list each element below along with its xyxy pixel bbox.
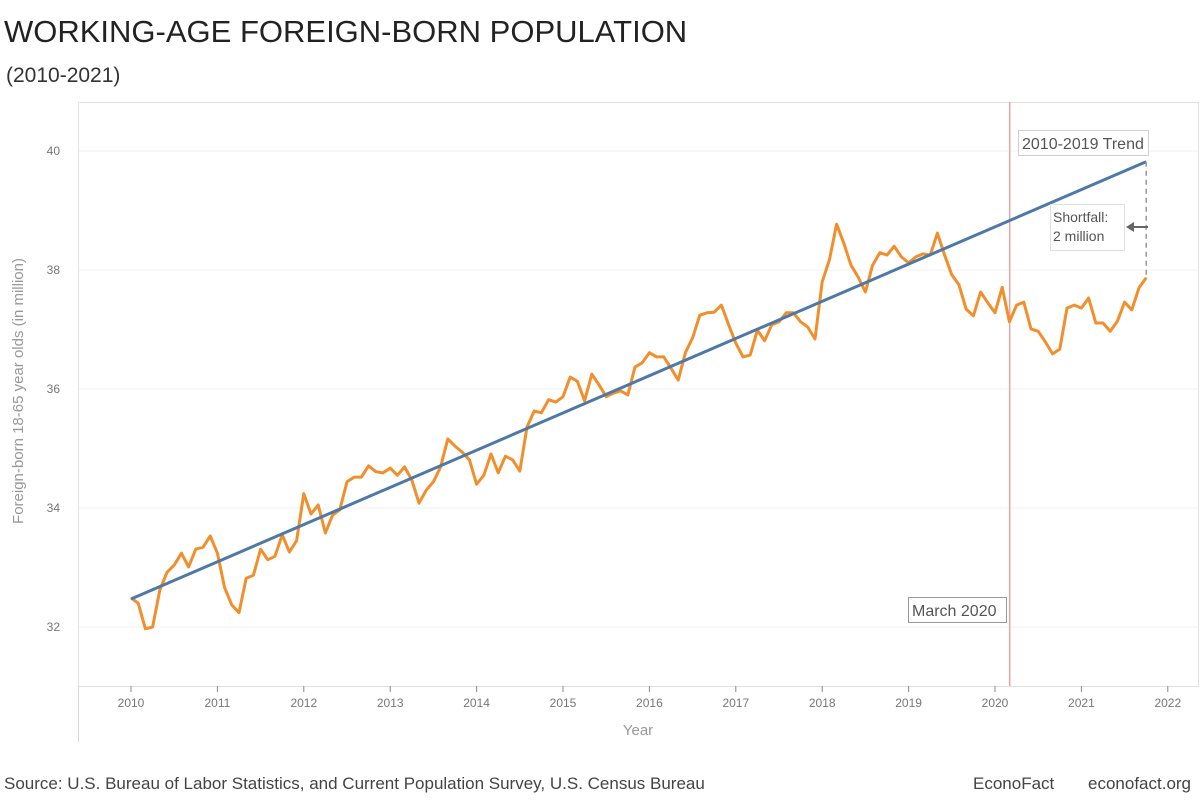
plot-border (78, 102, 1199, 687)
y-tick-label: 32 (47, 620, 61, 634)
shortfall-label-line2: 2 million (1053, 228, 1104, 244)
arrow-left-icon (1126, 222, 1148, 232)
x-axis-label: Year (623, 722, 653, 739)
y-axis-label: Foreign-born 18-65 year olds (in million… (10, 258, 27, 524)
y-tick-label: 34 (47, 501, 61, 515)
y-tick-label: 36 (47, 382, 61, 396)
source-note: Source: U.S. Bureau of Labor Statistics,… (4, 774, 705, 793)
x-tick-label: 2015 (550, 696, 577, 710)
x-tick-label: 2011 (204, 696, 230, 710)
page-subtitle: (2010-2021) (6, 64, 121, 87)
x-tick-label: 2017 (722, 696, 749, 710)
x-tick-label: 2010 (118, 696, 145, 710)
x-tick-label: 2019 (895, 696, 922, 710)
march-label-box (908, 597, 1007, 623)
x-tick-label: 2014 (463, 696, 490, 710)
trend-label-box (1018, 130, 1149, 156)
page-title: WORKING-AGE FOREIGN-BORN POPULATION (4, 14, 688, 49)
x-tick-label: 2016 (636, 696, 663, 710)
x-tick-label: 2013 (377, 696, 404, 710)
x-tick-label: 2018 (809, 696, 836, 710)
x-tick-label: 2020 (982, 696, 1009, 710)
brand-name: EconoFact (973, 774, 1055, 793)
trend-label: 2010-2019 Trend (1022, 136, 1144, 153)
y-tick-label: 38 (47, 263, 61, 277)
site-link[interactable]: econofact.org (1088, 774, 1192, 793)
population-series-line (130, 222, 1148, 631)
shortfall-label-line1: Shortfall: (1053, 209, 1108, 225)
shortfall-label-box (1050, 204, 1125, 251)
march-label: March 2020 (912, 603, 997, 620)
y-tick-label: 40 (47, 144, 61, 158)
x-tick-label: 2022 (1154, 696, 1181, 710)
x-tick-label: 2012 (290, 696, 317, 710)
trend-line (130, 160, 1147, 601)
x-tick-label: 2021 (1068, 696, 1095, 710)
